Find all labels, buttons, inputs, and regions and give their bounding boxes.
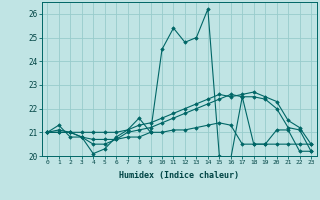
X-axis label: Humidex (Indice chaleur): Humidex (Indice chaleur) [119,171,239,180]
